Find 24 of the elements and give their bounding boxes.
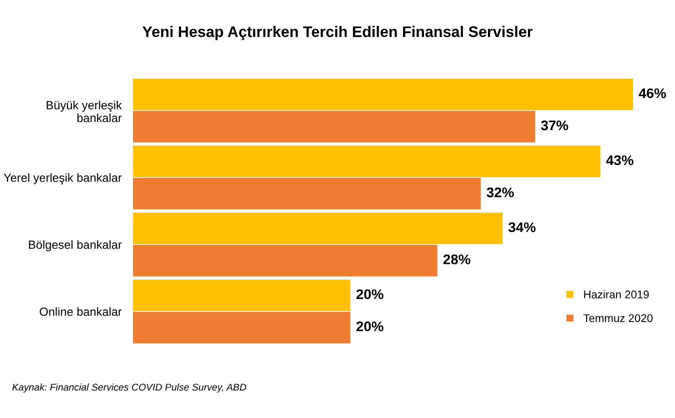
bar [133,78,633,110]
legend-label: Temmuz 2020 [583,314,653,322]
data-label: 20% [356,321,384,332]
y-tick-label: Yerel yerleşik bankalar [4,173,122,184]
data-label: 43% [606,155,634,166]
data-label: 46% [638,88,666,98]
bar [133,244,438,276]
data-label: 34% [508,222,536,232]
data-label: 20% [356,289,384,300]
y-tick-label: Büyük yerleşik bankalar [46,100,122,122]
bar [133,146,600,178]
data-label: 37% [541,120,568,130]
text: Kaynak: Financial Services COVID Pulse Survey, ABD [12,383,246,393]
data-label: 28% [443,254,470,264]
bar [133,212,503,244]
bar [133,280,350,312]
y-tick-label: Online bankalar [40,307,122,316]
data-label: 32% [486,187,514,198]
bar [133,110,536,142]
bar [133,312,350,344]
chart-title: Yeni Hesap Açtırırken Tercih Edilen Finansal Servisler [142,26,533,40]
legend-label: Haziran 2019 [584,290,649,298]
y-tick-label: Bölgesel bankalar [29,240,122,252]
bar [133,178,481,210]
